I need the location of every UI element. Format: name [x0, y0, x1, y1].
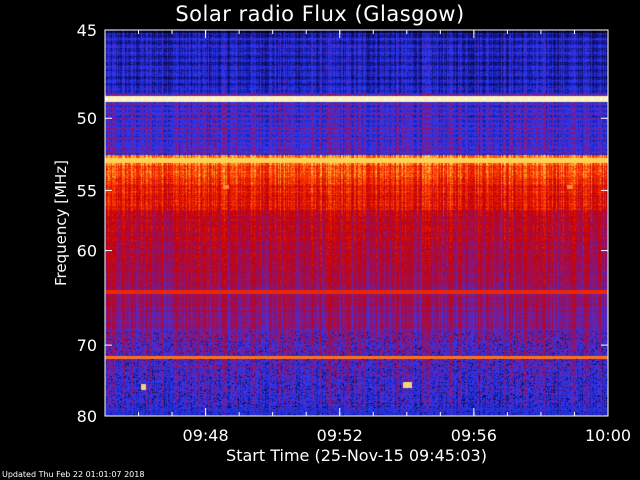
spectrogram-heatmap: [105, 30, 608, 416]
x-tick-label: 09:52: [317, 426, 363, 445]
y-axis-label: Frequency [MHz]: [52, 159, 70, 287]
y-tick-label: 50: [77, 109, 97, 128]
updated-timestamp: Updated Thu Feb 22 01:01:07 2018: [2, 470, 145, 479]
x-axis-label: Start Time (25-Nov-15 09:45:03): [226, 446, 487, 465]
y-tick-label: 55: [77, 181, 97, 200]
y-tick-label: 70: [77, 336, 97, 355]
chart-title: Solar radio Flux (Glasgow): [175, 2, 465, 26]
plot-frame: [104, 29, 609, 417]
x-tick-label: 10:00: [585, 426, 631, 445]
x-tick-label: 09:48: [183, 426, 229, 445]
spectrogram-plot: [105, 30, 608, 416]
y-tick-label: 45: [77, 21, 97, 40]
x-tick-label: 09:56: [451, 426, 497, 445]
y-tick-label: 80: [77, 407, 97, 426]
y-tick-label: 60: [77, 242, 97, 261]
